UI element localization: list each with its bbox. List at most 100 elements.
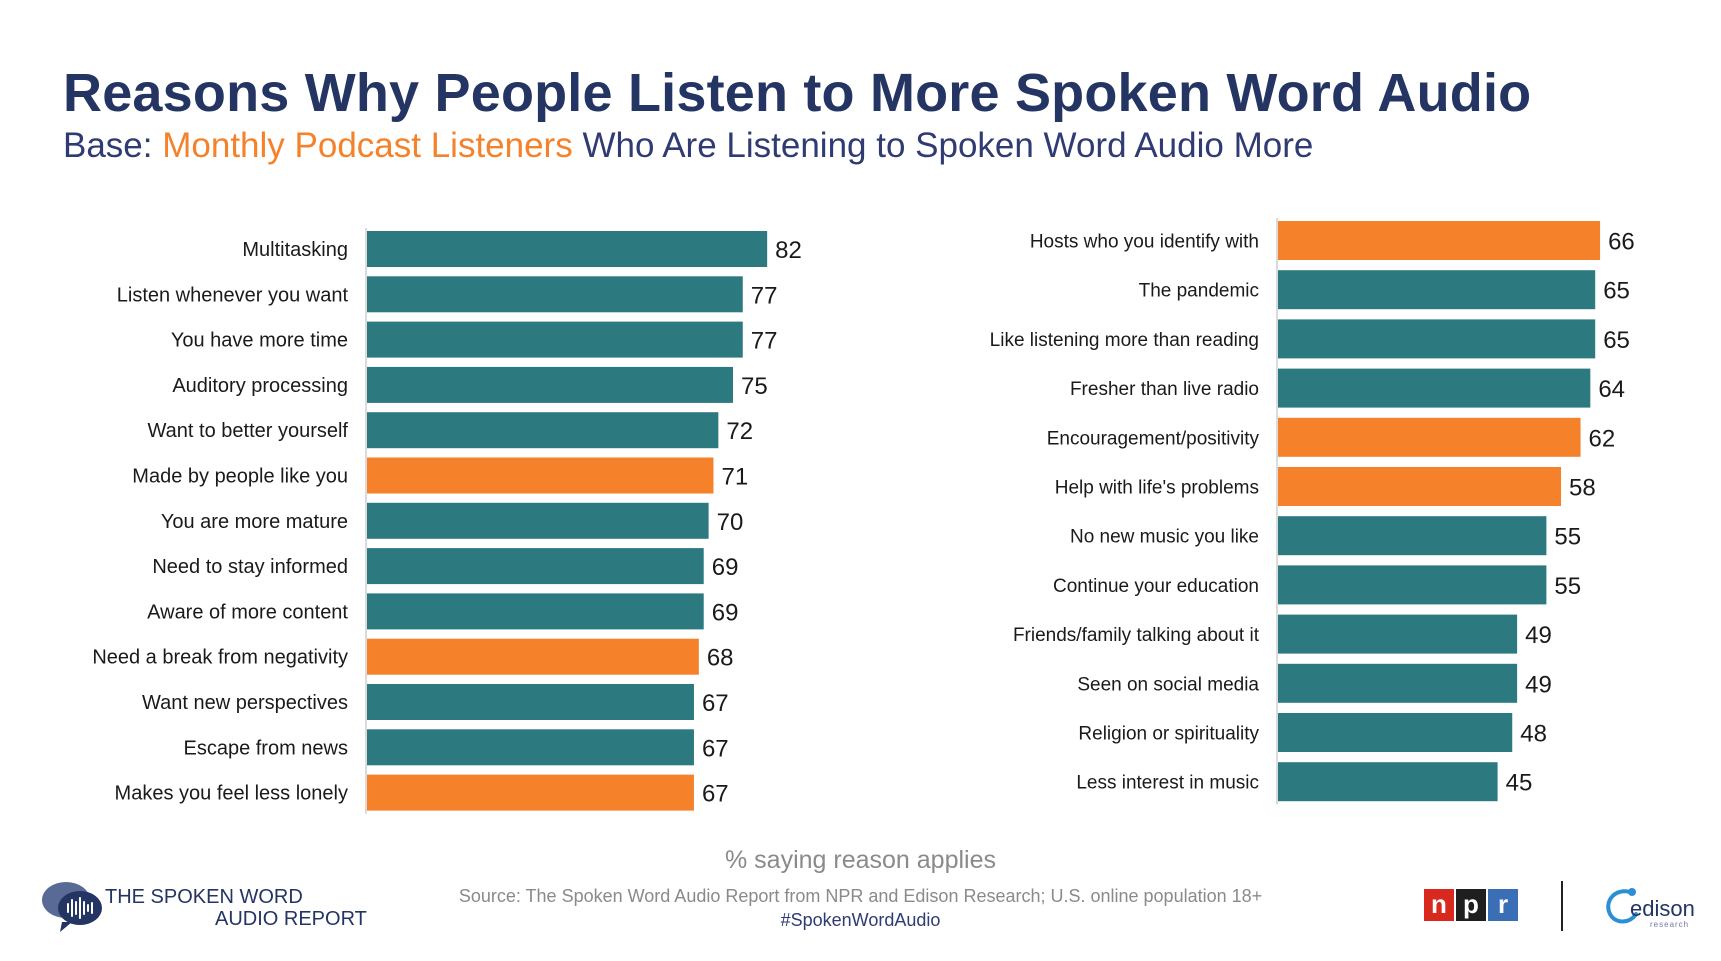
data-label: 77 xyxy=(751,328,778,355)
category-label: Want to better yourself xyxy=(148,420,349,442)
data-label: 77 xyxy=(751,282,778,309)
category-label: Friends/family talking about it xyxy=(1013,625,1260,646)
data-label: 82 xyxy=(775,237,802,264)
bar xyxy=(367,729,694,766)
bar xyxy=(1278,319,1596,359)
bar xyxy=(1278,614,1518,654)
category-label: Help with life's problems xyxy=(1055,478,1259,499)
data-label: 66 xyxy=(1608,229,1635,256)
data-label: 71 xyxy=(721,464,748,491)
category-label: Escape from news xyxy=(183,737,348,759)
category-label: Less interest in music xyxy=(1076,773,1259,794)
page-title: Reasons Why People Listen to More Spoken… xyxy=(63,63,1532,123)
edison-wordmark: edison xyxy=(1630,896,1695,921)
category-label: The pandemic xyxy=(1139,281,1259,302)
category-label: You are more mature xyxy=(161,511,348,533)
data-label: 69 xyxy=(712,554,739,581)
page-subtitle: Base: Monthly Podcast Listeners Who Are … xyxy=(63,126,1313,166)
bar xyxy=(367,774,694,811)
category-label: Want new perspectives xyxy=(142,692,348,714)
data-label: 55 xyxy=(1554,573,1581,600)
bar xyxy=(1278,467,1562,506)
data-label: 49 xyxy=(1525,622,1552,649)
bar xyxy=(1278,663,1518,703)
category-label: Multitasking xyxy=(242,239,348,261)
data-label: 55 xyxy=(1554,524,1581,551)
npr-letter-n: n xyxy=(1424,889,1454,921)
bar xyxy=(367,548,704,585)
category-label: Like listening more than reading xyxy=(990,330,1259,351)
hashtag: #SpokenWordAudio xyxy=(780,910,941,930)
category-label: Religion or spirituality xyxy=(1078,724,1259,745)
data-label: 62 xyxy=(1589,425,1616,452)
bar xyxy=(1278,417,1581,457)
bar xyxy=(1278,516,1547,556)
edison-subtitle: research xyxy=(1650,920,1690,929)
edison-swirl-icon xyxy=(1606,888,1638,924)
data-label: 67 xyxy=(702,781,729,808)
data-label: 49 xyxy=(1525,671,1552,698)
data-label: 70 xyxy=(717,509,744,536)
brand-name: THE SPOKEN WORD AUDIO REPORT xyxy=(105,886,367,930)
bar xyxy=(1278,270,1596,310)
category-label: Need a break from negativity xyxy=(92,647,348,669)
category-label: Fresher than live radio xyxy=(1070,379,1259,400)
category-label: Seen on social media xyxy=(1077,674,1259,695)
bar xyxy=(1278,368,1591,408)
category-label: Makes you feel less lonely xyxy=(115,783,348,805)
data-label: 67 xyxy=(702,690,729,717)
data-label: 67 xyxy=(702,735,729,762)
npr-logo: n p r xyxy=(1424,889,1520,921)
bar xyxy=(367,502,709,539)
category-label: Encouragement/positivity xyxy=(1047,428,1260,449)
data-label: 45 xyxy=(1506,770,1533,797)
bar xyxy=(1278,762,1498,802)
category-label: Auditory processing xyxy=(172,375,348,397)
bar xyxy=(367,457,714,494)
axis-caption: % saying reason applies xyxy=(725,846,996,874)
subtitle-suffix: Who Are Listening to Spoken Word Audio M… xyxy=(572,126,1314,165)
npr-letter-r: r xyxy=(1488,889,1518,921)
subtitle-highlight: Monthly Podcast Listeners xyxy=(162,126,573,165)
chart-1: Multitasking 82 Listen whenever you want 77… xyxy=(92,228,802,814)
bar xyxy=(367,684,694,720)
category-label: No new music you like xyxy=(1070,527,1259,548)
category-label: Aware of more content xyxy=(147,601,348,623)
data-label: 72 xyxy=(726,418,753,445)
category-label: Listen whenever you want xyxy=(117,284,349,306)
category-label: You have more time xyxy=(171,330,348,352)
brand-line-1: THE SPOKEN WORD xyxy=(105,886,303,908)
data-label: 69 xyxy=(712,599,739,626)
bar xyxy=(367,366,733,403)
logo-divider xyxy=(1561,881,1563,931)
category-label: Hosts who you identify with xyxy=(1030,232,1259,253)
npr-letter-p: p xyxy=(1456,889,1486,921)
bar xyxy=(367,276,743,313)
data-label: 68 xyxy=(707,645,734,672)
bar xyxy=(367,412,719,449)
bar xyxy=(367,638,699,675)
edison-logo: edison research xyxy=(1600,884,1695,934)
subtitle-prefix: Base: xyxy=(63,126,163,165)
bar xyxy=(367,321,743,358)
category-label: Continue your education xyxy=(1053,576,1259,597)
bar xyxy=(367,593,704,630)
brand-line-2: AUDIO REPORT xyxy=(215,908,367,930)
source-note: Source: The Spoken Word Audio Report fro… xyxy=(458,886,1263,906)
data-label: 64 xyxy=(1598,376,1625,403)
data-label: 58 xyxy=(1569,475,1596,502)
data-label: 48 xyxy=(1520,721,1547,748)
bar xyxy=(1278,565,1547,605)
chart-2: Hosts who you identify with 66 The pandemi… xyxy=(990,218,1635,805)
category-label: Need to stay informed xyxy=(152,556,348,578)
category-label: Made by people like you xyxy=(132,466,348,488)
data-label: 65 xyxy=(1603,278,1630,305)
bar xyxy=(1278,221,1601,260)
data-label: 75 xyxy=(741,373,768,400)
bar xyxy=(1278,713,1513,752)
data-label: 65 xyxy=(1603,327,1630,354)
spoken-word-logo: THE SPOKEN WORD AUDIO REPORT xyxy=(40,878,380,938)
speech-bubble-icon xyxy=(42,882,102,932)
bar xyxy=(367,231,768,267)
